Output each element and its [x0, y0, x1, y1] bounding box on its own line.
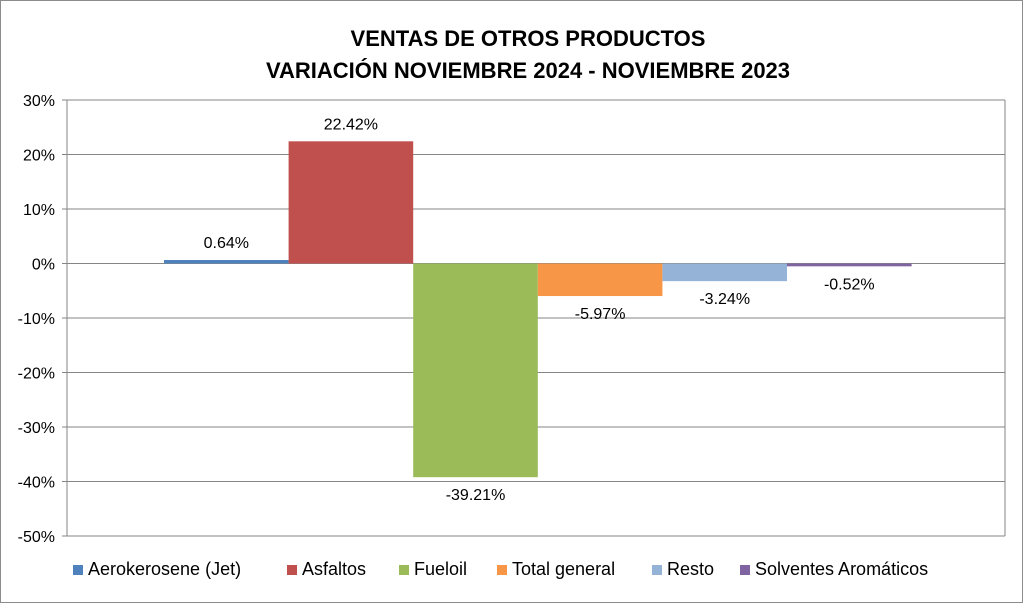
chart-title: VENTAS DE OTROS PRODUCTOS VARIACIÓN NOVI…	[266, 26, 790, 83]
data-label: -5.97%	[575, 306, 626, 323]
bar-asfaltos	[288, 141, 414, 264]
y-axis: 30% 20% 10% 0% -10% -20% -30% -40% -50%	[18, 93, 1006, 546]
data-label: -39.21%	[446, 487, 506, 504]
y-tick-label: -10%	[18, 311, 55, 328]
bar-resto	[662, 263, 787, 282]
chart-title-line-1: VENTAS DE OTROS PRODUCTOS	[351, 26, 706, 51]
legend-entry: Aerokerosene (Jet)	[88, 559, 241, 579]
y-tick-label: 0%	[32, 257, 55, 274]
y-tick-label: -30%	[18, 420, 55, 437]
data-label: -0.52%	[824, 276, 875, 293]
bar-total-general	[537, 263, 663, 297]
bar-fueloil	[413, 263, 538, 478]
y-tick-label: 20%	[23, 148, 55, 165]
legend-swatch	[497, 565, 507, 575]
data-label: 22.42%	[324, 116, 378, 133]
y-tick-label: 10%	[23, 202, 55, 219]
bar-solventes-arom-ticos	[787, 263, 912, 267]
legend-entry: Fueloil	[414, 559, 467, 579]
legend-entry: Resto	[667, 559, 714, 579]
legend-swatch	[652, 565, 662, 575]
chart-title-line-2: VARIACIÓN NOVIEMBRE 2024 - NOVIEMBRE 202…	[266, 58, 790, 83]
legend-entry: Total general	[512, 559, 615, 579]
data-labels: 0.64% 22.42% -39.21% -5.97% -3.24% -0.52%	[204, 116, 875, 504]
y-tick-label: 30%	[23, 93, 55, 110]
data-label: -3.24%	[699, 291, 750, 308]
legend-swatch	[73, 565, 83, 575]
y-tick-label: -40%	[18, 475, 55, 492]
y-tick-label: -20%	[18, 366, 55, 383]
legend: Aerokerosene (Jet) Asfaltos Fueloil Total g…	[73, 559, 928, 579]
legend-swatch	[740, 565, 750, 575]
legend-entry: Solventes Aromáticos	[755, 559, 928, 579]
legend-swatch	[287, 565, 297, 575]
legend-entry: Asfaltos	[302, 559, 366, 579]
data-label: 0.64%	[204, 235, 249, 252]
bar-aerokerosene-jet-	[164, 260, 289, 264]
bars	[164, 141, 912, 478]
y-tick-label: -50%	[18, 529, 55, 546]
legend-swatch	[399, 565, 409, 575]
